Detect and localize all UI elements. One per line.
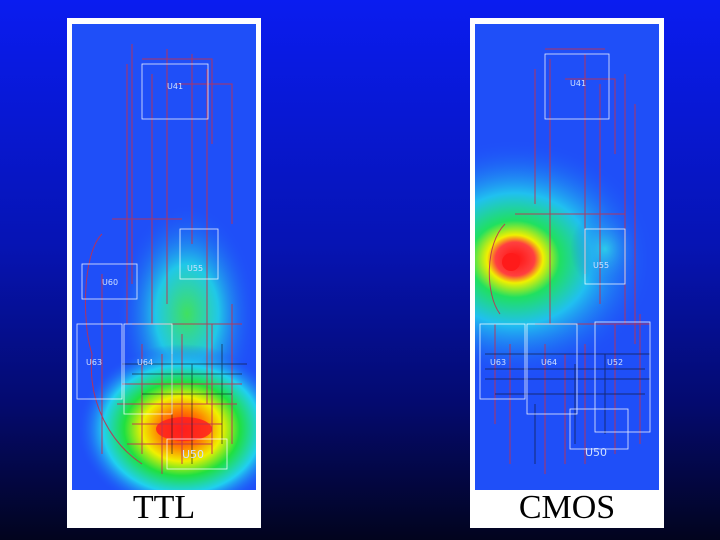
cmos-dark-traces [485, 353, 650, 464]
ttl-caption: TTL [132, 489, 196, 526]
ttl-panel: U41 U55 U60 U63 U64 U50 TTL [67, 18, 261, 528]
cmos-chip-u50-outline [569, 408, 629, 450]
ttl-chip-label-u50: U50 [182, 448, 204, 461]
cmos-heatmap-board: U41 U55 U63 U64 U52 U50 [475, 24, 659, 490]
ttl-chip-label-u41: U41 [167, 82, 183, 91]
ttl-chip-label-u63: U63 [86, 358, 102, 367]
cmos-chip-u41-outline [544, 53, 610, 120]
cmos-chip-label-u64: U64 [541, 358, 557, 367]
cmos-panel: U41 U55 U63 U64 U52 U50 CMOS [470, 18, 664, 528]
ttl-chip-u50-outline [166, 438, 228, 470]
ttl-chip-label-u60: U60 [102, 278, 118, 287]
cmos-chip-u64-outline [526, 323, 578, 415]
cmos-chip-label-u52: U52 [607, 358, 623, 367]
cmos-chip-u52-outline [594, 321, 651, 433]
cmos-chip-label-u55: U55 [593, 261, 609, 270]
ttl-chip-u64-outline [123, 323, 173, 415]
ttl-chip-u63-outline [76, 323, 123, 400]
ttl-heat-core [156, 417, 212, 441]
cmos-heat-core [502, 253, 520, 271]
cmos-chip-label-u41: U41 [570, 79, 586, 88]
ttl-chip-u55-outline [179, 228, 219, 280]
cmos-chip-u63-outline [479, 323, 526, 400]
cmos-board-graphic: U41 U55 U63 U64 U52 U50 [475, 48, 655, 474]
ttl-board-graphic: U41 U55 U60 U63 U64 U50 [76, 44, 256, 490]
cmos-circuit-traces [488, 48, 650, 474]
ttl-chip-label-u55: U55 [187, 264, 203, 273]
cmos-caption: CMOS [518, 489, 616, 526]
ttl-heatmap-board: U41 U55 U60 U63 U64 U50 [72, 24, 256, 490]
ttl-chip-u41-outline [141, 63, 209, 120]
cmos-heat-region [475, 139, 655, 379]
ttl-heat-region-lower [77, 344, 256, 490]
cmos-heat-side [570, 209, 640, 289]
cmos-chip-u55-outline [584, 228, 626, 285]
ttl-circuit-traces [84, 44, 242, 474]
cmos-chip-label-u50: U50 [585, 446, 607, 459]
ttl-chip-u60-outline [81, 263, 138, 300]
cmos-chip-label-u63: U63 [490, 358, 506, 367]
ttl-chip-label-u64: U64 [137, 358, 153, 367]
